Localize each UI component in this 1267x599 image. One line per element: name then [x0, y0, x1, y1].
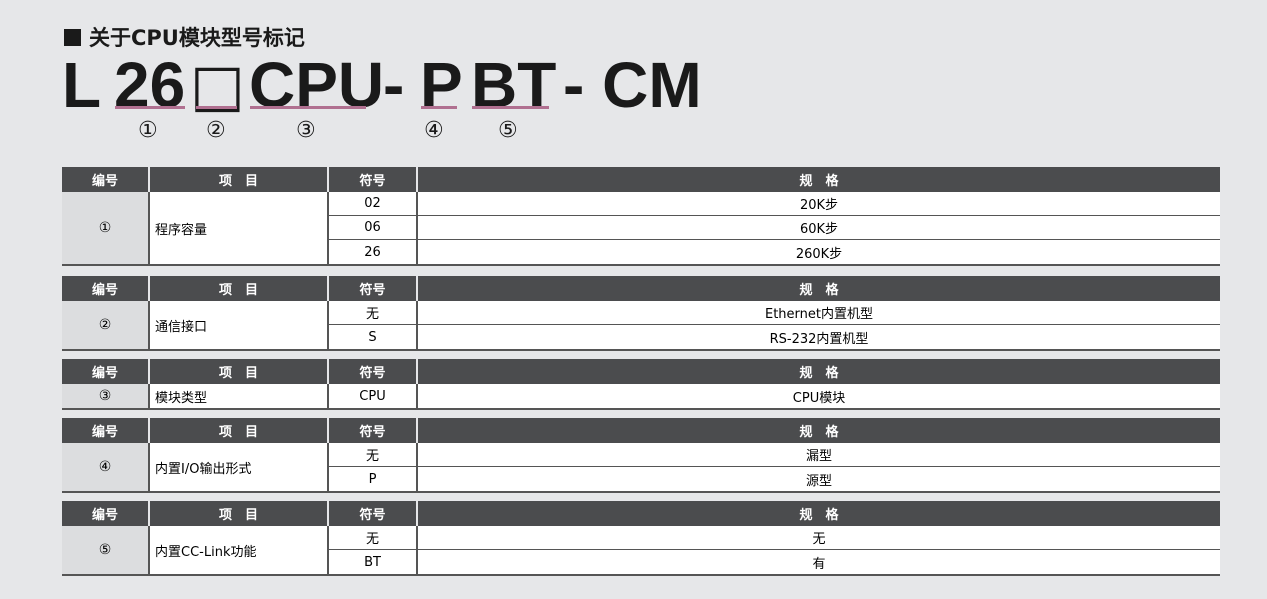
marker-2: ②	[206, 118, 226, 143]
spec-table-3: 编号项 目符号 规 格 ③ 模块类型 CPU CPU模块	[62, 359, 1220, 410]
header-spec: 规 格	[799, 508, 839, 523]
header-num: 编号	[62, 418, 150, 443]
symbol-cell: CPU	[329, 384, 418, 408]
symbol-cell: 26	[329, 240, 418, 264]
spec-cell: RS-232内置机型	[769, 331, 869, 347]
section-title: 关于CPU模块型号标记	[64, 22, 305, 52]
item-cell: 内置CC-Link功能	[150, 526, 329, 574]
symbol-cell: P	[329, 467, 418, 491]
symbol-cell: 无	[329, 443, 418, 466]
header-item: 项 目	[150, 418, 329, 443]
symbol-cell: BT	[329, 550, 418, 574]
num-cell: ④	[62, 443, 150, 491]
header-item: 项 目	[150, 501, 329, 526]
model-part-2: □	[190, 51, 245, 119]
underline-2	[196, 106, 237, 109]
table-row: 无 漏型	[329, 443, 1220, 467]
header-item: 项 目	[150, 167, 329, 192]
header-spec: 规 格	[799, 366, 839, 381]
header-item: 项 目	[150, 359, 329, 384]
spec-cell: 无	[812, 532, 826, 547]
header-spec: 规 格	[799, 425, 839, 440]
spec-table-5: 编号项 目符号规 格 ⑤ 内置CC-Link功能无无 BT 有	[62, 501, 1220, 576]
symbol-cell: 无	[329, 301, 418, 324]
num-cell: ②	[62, 301, 150, 349]
table-header: 编号项 目符号 规 格	[62, 359, 1220, 384]
model-part-1: 26	[114, 49, 186, 121]
square-bullet-icon	[64, 29, 81, 46]
underline-3	[250, 106, 366, 109]
header-item: 项 目	[150, 276, 329, 301]
model-part-5: BT	[471, 49, 557, 121]
item-cell: 通信接口	[150, 301, 329, 349]
table-row: P 源型	[329, 467, 1220, 491]
underline-4	[421, 106, 457, 109]
marker-5: ⑤	[498, 118, 518, 143]
symbol-cell: 02	[329, 192, 418, 215]
model-part-3: CPU	[249, 49, 385, 121]
num-cell: ①	[62, 192, 150, 264]
table-row: 26 260K步	[329, 240, 1220, 264]
model-dash: -	[383, 49, 405, 121]
spec-cell: Ethernet内置机型	[765, 307, 873, 322]
spec-cell: 漏型	[805, 449, 832, 464]
spec-table-2: 编号项 目符号 规 格 ② 通信接口无 Ethernet内置机型 S RS-232内置机型	[62, 276, 1220, 351]
header-num: 编号	[62, 276, 150, 301]
underline-5	[472, 106, 549, 109]
spec-cell: 源型	[805, 473, 832, 489]
table-header: 编号项 目符号 规 格	[62, 418, 1220, 443]
spec-cell: CPU模块	[792, 390, 846, 406]
table-header: 编号项 目符号 规 格	[62, 501, 1220, 526]
header-symbol: 符号	[329, 501, 418, 526]
spec-cell: 有	[812, 556, 826, 572]
num-cell: ③	[62, 384, 150, 408]
table-row: 02 20K步	[329, 192, 1220, 216]
table-row: 无无	[329, 526, 1220, 550]
table-row: 无 Ethernet内置机型	[329, 301, 1220, 325]
item-cell: 内置I/O输出形式	[150, 443, 329, 491]
header-symbol: 符号	[329, 418, 418, 443]
table-row: 06 60K步	[329, 216, 1220, 240]
marker-4: ④	[424, 118, 444, 143]
header-num: 编号	[62, 359, 150, 384]
header-spec: 规 格	[799, 283, 839, 298]
item-cell: 模块类型	[150, 384, 329, 408]
spec-cell: 260K步	[795, 246, 843, 262]
table-row: CPU CPU模块	[329, 384, 1220, 408]
model-part-4: P	[420, 49, 463, 121]
spec-table-1: 编号项 目符号 规 格 ① 程序容量 02 20K步 06 60K步 26 260K步	[62, 167, 1220, 266]
spec-table-4: 编号项 目符号 规 格 ④ 内置I/O输出形式无 漏型 P 源型	[62, 418, 1220, 493]
header-symbol: 符号	[329, 276, 418, 301]
section-title-text: 关于CPU模块型号标记	[89, 26, 305, 50]
header-spec: 规 格	[799, 174, 839, 189]
symbol-cell: 无	[329, 526, 418, 549]
model-prefix: L	[62, 49, 102, 121]
item-cell: 程序容量	[150, 192, 329, 264]
marker-1: ①	[138, 118, 158, 143]
symbol-cell: S	[329, 325, 418, 349]
header-symbol: 符号	[329, 359, 418, 384]
underline-1	[115, 106, 185, 109]
header-symbol: 符号	[329, 167, 418, 192]
symbol-cell: 06	[329, 216, 418, 239]
header-num: 编号	[62, 167, 150, 192]
table-row: S RS-232内置机型	[329, 325, 1220, 349]
num-cell: ⑤	[62, 526, 150, 574]
table-header: 编号项 目符号 规 格	[62, 167, 1220, 192]
table-row: BT 有	[329, 550, 1220, 574]
spec-cell: 20K步	[799, 198, 839, 213]
header-num: 编号	[62, 501, 150, 526]
table-header: 编号项 目符号 规 格	[62, 276, 1220, 301]
model-suffix: - CM	[563, 49, 702, 121]
spec-cell: 60K步	[799, 222, 839, 237]
marker-3: ③	[296, 118, 316, 143]
